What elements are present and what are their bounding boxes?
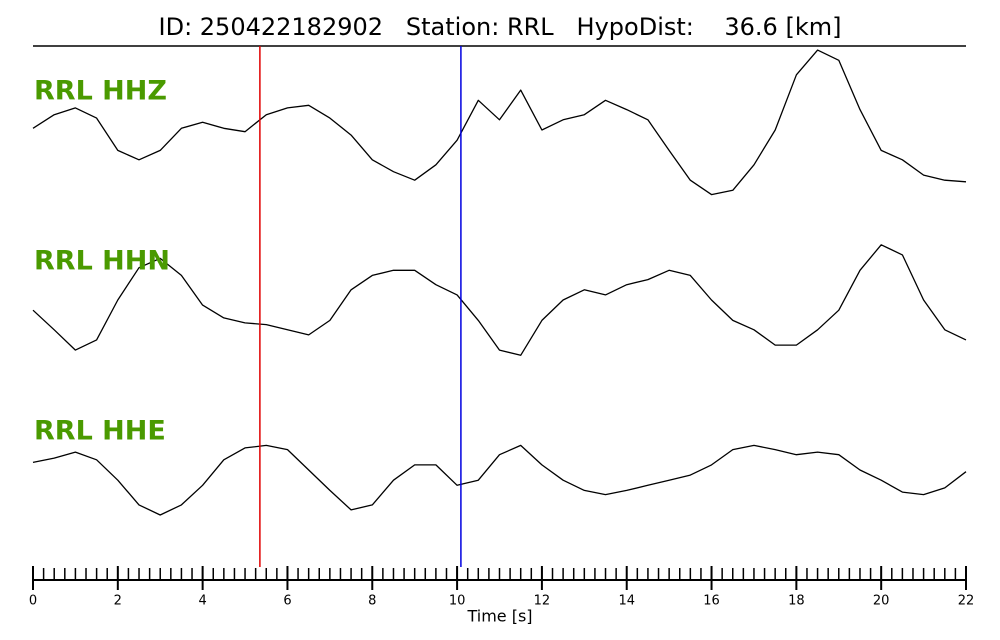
x-tick-label: 18 bbox=[788, 594, 805, 609]
trace bbox=[32, 444, 967, 516]
x-tick-label: 4 bbox=[198, 594, 206, 609]
x-tick-label: 12 bbox=[534, 594, 551, 609]
chart-title: ID: 250422182902 Station: RRL HypoDist: … bbox=[159, 13, 842, 41]
x-tick-label: 16 bbox=[703, 594, 720, 609]
x-axis-label: Time [s] bbox=[466, 607, 532, 626]
x-tick-label: 22 bbox=[958, 594, 975, 609]
trace-label: RRL HHE bbox=[34, 416, 166, 447]
x-tick-label: 8 bbox=[368, 594, 376, 609]
trace bbox=[32, 49, 967, 196]
x-tick-label: 2 bbox=[114, 594, 122, 609]
trace bbox=[32, 244, 967, 356]
x-tick-label: 14 bbox=[618, 594, 635, 609]
x-tick-label: 20 bbox=[873, 594, 890, 609]
x-tick-label: 0 bbox=[29, 594, 37, 609]
x-tick-label: 6 bbox=[283, 594, 291, 609]
x-tick-label: 10 bbox=[449, 594, 466, 609]
trace-label: RRL HHZ bbox=[34, 76, 167, 107]
trace-label: RRL HHN bbox=[34, 246, 170, 277]
